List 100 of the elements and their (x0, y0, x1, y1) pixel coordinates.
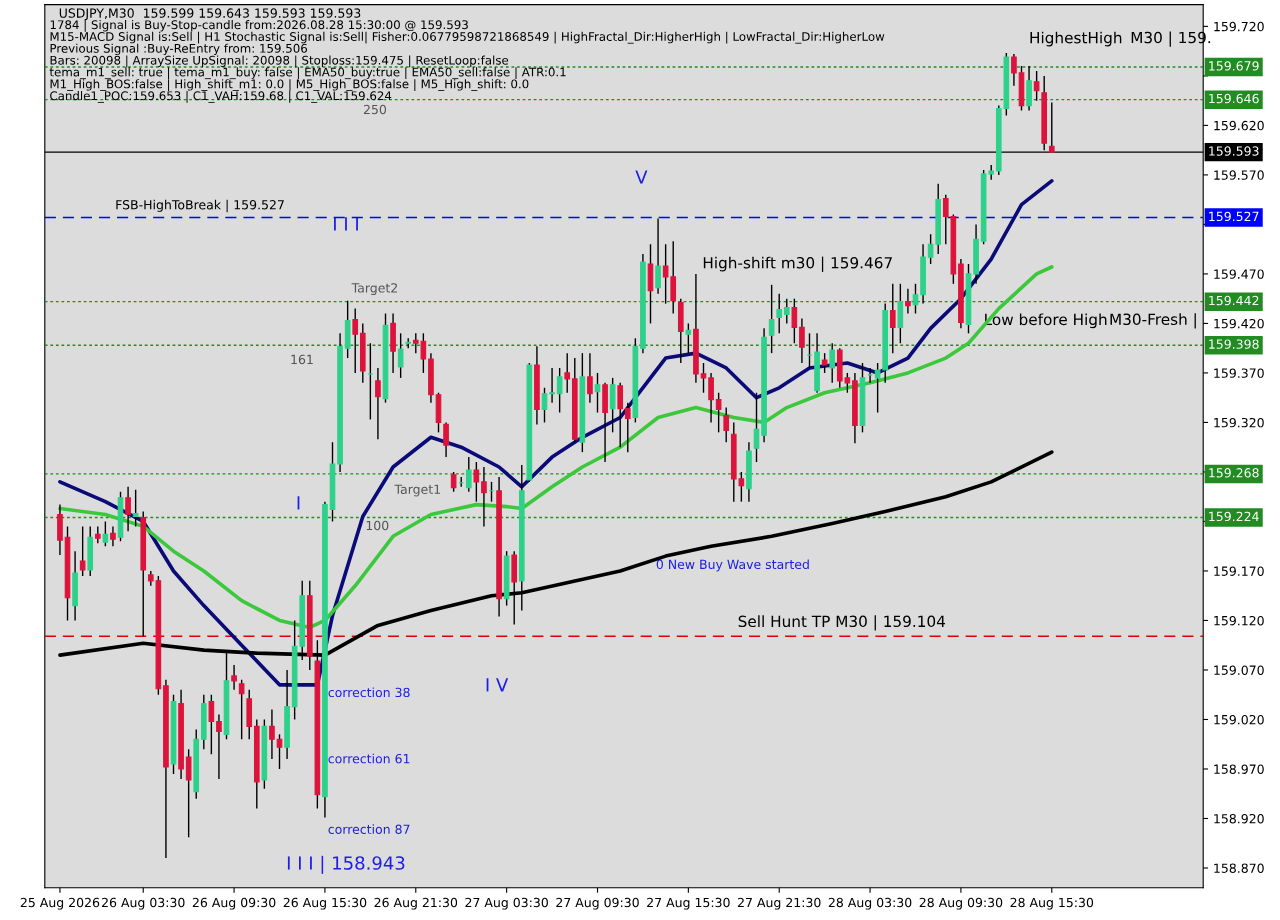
x-tick-label: 28 Aug 09:30 (919, 897, 1003, 910)
y-tick-label: 159.070 (1214, 665, 1264, 675)
annotation: I V (486, 678, 509, 692)
y-tick-label: 159.120 (1214, 615, 1264, 626)
annotation: tema_m1_sell: true | tema_m1_buy: false | EMA50_buy:true | EMA50_sell:false | ATR:0.1 (49, 67, 566, 80)
chart-title: USDJPY,M30 159.599 159.643 159.593 159.593 (59, 8, 361, 21)
annotation: correction 87 (328, 824, 410, 835)
candlestick (132, 489, 139, 528)
x-tick-label: 27 Aug 09:30 (556, 897, 639, 910)
annotation: HighestHigh (1030, 31, 1122, 47)
y-tick-label: 159.620 (1214, 120, 1264, 131)
ref-line-label: 159.442 (1209, 295, 1259, 306)
x-tick-label: 27 Aug 03:30 (465, 897, 548, 910)
candlestick (125, 486, 131, 533)
candlestick (397, 332, 404, 379)
candlestick (700, 362, 707, 394)
candlestick (185, 748, 192, 838)
candlestick (481, 466, 487, 528)
candlestick (238, 679, 245, 740)
candlestick (443, 421, 449, 458)
annotation: correction 61 (328, 753, 410, 764)
annotation: Target2 (351, 283, 398, 296)
candlestick (102, 520, 109, 547)
candlestick (269, 708, 275, 760)
ref-line-label: 159.268 (1209, 468, 1259, 478)
annotation: correction 38 (328, 687, 410, 698)
candlestick (110, 525, 116, 547)
annotation: 161 (291, 354, 313, 365)
y-tick-label: 159.170 (1214, 566, 1264, 576)
candlestick (708, 372, 714, 424)
x-tick-label: 26 Aug 21:30 (374, 897, 458, 910)
y-tick-label: 159.470 (1214, 269, 1264, 279)
candlestick (549, 367, 555, 404)
ref-line-label: 159.398 (1209, 339, 1259, 349)
y-tick-label: 159.020 (1214, 714, 1264, 725)
candlestick (685, 322, 692, 354)
y-tick-label: 159.320 (1214, 417, 1264, 428)
annotation: I I I | 158.943 (287, 855, 405, 874)
candlestick (367, 342, 374, 421)
candlestick (617, 382, 624, 448)
candlestick (79, 525, 86, 577)
x-tick-label: 28 Aug 03:30 (828, 897, 912, 910)
candlestick (352, 307, 359, 374)
candlestick (564, 352, 571, 394)
candlestick (791, 297, 798, 344)
candlestick (208, 694, 215, 755)
candlestick (231, 664, 237, 691)
annotation: 100 (366, 520, 389, 531)
y-tick-label: 159.420 (1214, 318, 1264, 329)
candlestick (768, 284, 775, 354)
candlestick (783, 297, 790, 325)
ref-line-label: 159.679 (1209, 61, 1259, 71)
ref-line-label: 159.527 (1209, 211, 1259, 222)
annotation: Candle1_POC:159.653 | C1_VAH:159.68 | C1_VAL:159.624 (50, 90, 392, 103)
annotation: V (635, 170, 648, 184)
candlestick (587, 352, 593, 404)
candlestick (912, 283, 919, 315)
candlestick (556, 367, 563, 414)
candlestick (776, 293, 783, 335)
x-tick-label: 25 Aug 2026 (20, 897, 100, 910)
candlestick (715, 392, 722, 434)
annotation: I (297, 496, 300, 510)
annotation: Bars: 20098 | ArraySize UpSignal: 20098 | Stoploss:159.475 | ResetLoop:false (50, 55, 509, 68)
y-tick-label: 158.870 (1214, 863, 1264, 873)
annotation: 250 (363, 104, 387, 115)
annotation: M1_High_BOS:false | High_shift_m1: 0.0 | M5_High_BOS:false | M5_High_shift: 0.0 (50, 79, 529, 91)
annotation: FSB-HighToBreak | 159.527 (116, 199, 284, 213)
y-tick-label: 159.570 (1214, 170, 1264, 180)
x-tick-label: 27 Aug 21:30 (737, 897, 821, 910)
candlestick (450, 471, 457, 493)
y-tick-label: 158.920 (1214, 813, 1264, 824)
candlestick (799, 317, 805, 364)
y-tick-label: 159.370 (1214, 368, 1264, 378)
x-tick-label: 26 Aug 03:30 (102, 897, 185, 910)
candlestick (624, 401, 631, 453)
candlestick (655, 217, 661, 295)
y-tick-label: 158.970 (1214, 764, 1264, 774)
candlestick (473, 461, 480, 503)
candlestick (905, 288, 911, 315)
candlestick (375, 367, 381, 440)
candlestick (276, 733, 283, 770)
candlestick (889, 283, 896, 354)
x-tick-label: 26 Aug 09:30 (192, 897, 276, 910)
ref-line-label: 159.593 (1209, 146, 1259, 156)
annotation: Target1 (394, 484, 440, 497)
candlestick (609, 377, 616, 434)
annotation: Sell Hunt TP M30 | 159.104 (738, 615, 946, 631)
candlestick (1033, 70, 1040, 102)
x-tick-label: 28 Aug 15:30 (1010, 897, 1094, 910)
annotation: 0 New Buy Wave started (656, 559, 809, 572)
x-tick-label: 27 Aug 15:30 (647, 897, 730, 910)
ref-line-label: 159.646 (1209, 93, 1259, 104)
candlestick (723, 406, 730, 443)
annotation: 1784 | Signal is Buy-Stop-candle from:2026.08.28 15:30:00 @ 159.593 (50, 19, 468, 32)
ref-line-label: 159.224 (1209, 511, 1259, 522)
candlestick (1011, 53, 1017, 87)
annotation: High-shift m30 | 159.467 (703, 256, 892, 272)
x-tick-label: 26 Aug 15:30 (283, 897, 367, 910)
annotation: M15-MACD Signal is:Sell | H1 Stochastic Signal is:Sell| Fisher:0.06779598721868549 | HighFractal_Dir:HigherHigh | LowFractal_Dir:HigherLow (50, 31, 885, 44)
annotation: M30-Fresh | (1110, 313, 1196, 329)
